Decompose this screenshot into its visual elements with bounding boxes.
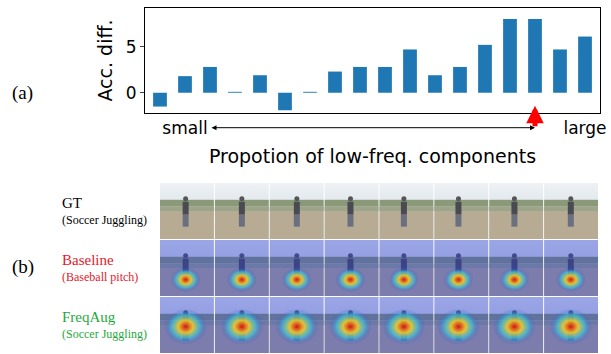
svg-text:Propotion of low-freq. compone: Propotion of low-freq. components: [209, 145, 536, 167]
svg-text:large: large: [563, 118, 606, 138]
svg-text:Acc. diff.: Acc. diff.: [94, 19, 116, 101]
svg-text:Baseline: Baseline: [62, 252, 114, 268]
svg-text:small: small: [162, 118, 207, 138]
svg-text:(Baseball pitch): (Baseball pitch): [62, 270, 138, 284]
svg-text:GT: GT: [62, 195, 82, 211]
svg-text:(Soccer Juggling): (Soccer Juggling): [62, 213, 147, 227]
svg-text:(Soccer Juggling): (Soccer Juggling): [62, 327, 147, 341]
svg-text:FreqAug: FreqAug: [62, 309, 116, 325]
html-text:(b): (b): [12, 256, 35, 277]
svg-text:5: 5: [126, 37, 137, 57]
html-text:(a): (a): [12, 82, 34, 103]
svg-text:0: 0: [126, 83, 137, 103]
